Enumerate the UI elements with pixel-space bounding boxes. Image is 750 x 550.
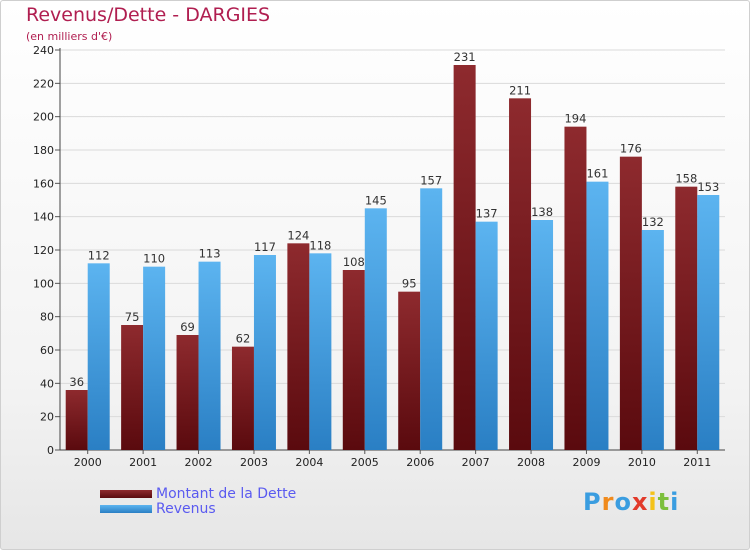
x-tick-label: 2004: [295, 456, 323, 469]
x-tick-label: 2007: [462, 456, 490, 469]
bar-revenus-2000: [87, 263, 110, 450]
logo-letter: t: [657, 488, 671, 516]
legend-label-revenus: Revenus: [156, 500, 216, 517]
logo-letter: o: [614, 488, 632, 516]
bar-revenus-2005: [364, 208, 387, 450]
data-label-revenus-2009: 161: [586, 167, 608, 181]
data-label-debt-2005: 108: [343, 255, 365, 269]
legend-item-revenus: Revenus: [100, 500, 296, 517]
bar-debt-2007: [453, 65, 476, 450]
data-label-debt-2010: 176: [620, 142, 642, 156]
legend-swatch-revenus: [100, 504, 152, 513]
y-tick-label: 60: [40, 344, 54, 357]
bar-debt-2006: [398, 291, 421, 450]
x-tick-label: 2009: [572, 456, 600, 469]
y-tick-label: 80: [40, 311, 54, 324]
data-label-revenus-2011: 153: [697, 180, 719, 194]
data-label-debt-2007: 231: [454, 50, 476, 64]
x-tick-label: 2003: [240, 456, 268, 469]
data-label-debt-2000: 36: [69, 375, 84, 389]
bar-revenus-2010: [641, 230, 664, 450]
y-tick-label: 160: [33, 177, 54, 190]
bar-debt-2000: [65, 390, 88, 450]
chart-title: Revenus/Dette - DARGIES: [26, 4, 271, 26]
bar-debt-2008: [509, 98, 532, 450]
y-tick-label: 140: [33, 211, 54, 224]
x-tick-label: 2000: [74, 456, 102, 469]
proxiti-logo: Proxiti: [583, 488, 679, 516]
data-label-revenus-2005: 145: [365, 193, 387, 207]
logo-letter: i: [670, 488, 680, 516]
data-label-debt-2009: 194: [564, 112, 586, 126]
data-label-revenus-2004: 118: [309, 238, 331, 252]
bar-revenus-2008: [531, 220, 554, 450]
data-label-revenus-2003: 117: [254, 240, 276, 254]
y-tick-label: 100: [33, 277, 54, 290]
bar-debt-2011: [675, 186, 698, 450]
bars: [65, 65, 720, 451]
y-tick-label: 40: [40, 377, 54, 390]
bar-revenus-2003: [253, 255, 276, 450]
y-tick-label: 0: [47, 444, 54, 457]
bar-debt-2009: [564, 126, 587, 451]
x-tick-label: 2005: [351, 456, 379, 469]
logo-letter: x: [631, 488, 649, 516]
bar-debt-2004: [287, 243, 310, 450]
bar-revenus-2006: [420, 188, 443, 451]
y-tick-label: 120: [33, 244, 54, 257]
bar-debt-2005: [342, 270, 365, 450]
data-label-revenus-2007: 137: [476, 207, 498, 221]
y-tick-label: 200: [33, 111, 54, 124]
chart-subtitle: (en milliers d'€): [26, 30, 113, 43]
data-label-debt-2002: 69: [180, 320, 195, 334]
legend-item-debt: Montant de la Dette: [100, 485, 297, 502]
data-label-debt-2001: 75: [125, 310, 140, 324]
x-tick-label: 2011: [683, 456, 711, 469]
legend-swatch-debt: [100, 489, 152, 498]
y-tick-label: 240: [33, 44, 54, 57]
y-tick-label: 20: [40, 411, 54, 424]
data-label-revenus-2008: 138: [531, 205, 553, 219]
logo-letter: r: [601, 488, 615, 516]
bar-revenus-2001: [143, 266, 166, 450]
legend: Montant de la Dette Revenus: [100, 485, 297, 517]
x-tick-label: 2001: [129, 456, 157, 469]
data-label-revenus-2002: 113: [199, 247, 221, 261]
axes: 0 20 40 60 80 100 120 140 160 180 200 220 240 2000 200…: [33, 44, 725, 469]
bar-revenus-2004: [309, 253, 332, 450]
y-tick-label: 220: [33, 77, 54, 90]
bar-revenus-2009: [586, 181, 609, 450]
x-tick-label: 2010: [628, 456, 656, 469]
legend-label-debt: Montant de la Dette: [156, 485, 297, 502]
bar-debt-2003: [231, 346, 254, 450]
x-tick-label: 2002: [185, 456, 213, 469]
data-label-revenus-2006: 157: [420, 173, 442, 187]
data-label-debt-2006: 95: [402, 277, 417, 291]
bar-revenus-2007: [475, 221, 498, 450]
data-label-debt-2008: 211: [509, 83, 531, 97]
y-tick-label: 180: [33, 144, 54, 157]
data-label-debt-2003: 62: [236, 332, 251, 346]
bar-debt-2001: [121, 325, 144, 450]
bar-revenus-2011: [697, 195, 720, 450]
x-tick-label: 2008: [517, 456, 545, 469]
data-label-revenus-2010: 132: [642, 215, 664, 229]
bar-revenus-2002: [198, 261, 221, 450]
grid: [60, 49, 725, 451]
logo-letter: i: [648, 488, 658, 516]
logo-letter: P: [583, 488, 602, 516]
data-label-debt-2011: 158: [675, 172, 697, 186]
data-label-revenus-2001: 110: [143, 252, 165, 266]
data-label-revenus-2000: 112: [88, 248, 110, 262]
x-tick-label: 2006: [406, 456, 434, 469]
bar-debt-2010: [619, 156, 642, 450]
data-label-debt-2004: 124: [287, 228, 309, 242]
bar-debt-2002: [176, 335, 199, 450]
